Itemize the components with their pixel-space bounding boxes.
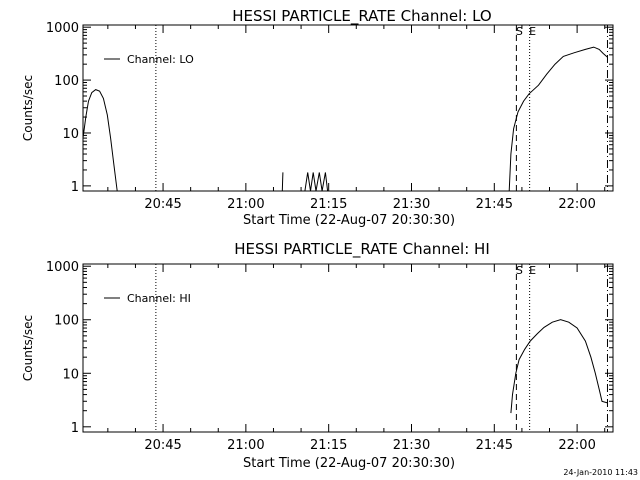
hi-marker-label: S [516, 264, 523, 277]
lo-x-tick-label: 21:15 [310, 197, 347, 212]
lo-chart-title: HESSI PARTICLE_RATE Channel: LO [232, 7, 491, 26]
lo-x-tick-label: 22:00 [558, 197, 595, 212]
hi-x-axis-label: Start Time (22-Aug-07 20:30:30) [243, 456, 455, 471]
lo-series-line [82, 89, 118, 192]
hi-y-axis-label: Counts/sec [21, 315, 35, 381]
lo-y-tick-label: 10 [62, 127, 79, 142]
hi-x-tick-label: 20:45 [144, 438, 181, 453]
generated-timestamp: 24-Jan-2010 11:43 [563, 468, 638, 477]
lo-plot-frame [82, 24, 614, 192]
hi-series-line [510, 319, 608, 414]
lo-x-axis-label: Start Time (22-Aug-07 20:30:30) [243, 213, 455, 228]
lo-axis-ticks: 20:45 21:00 21:15 21:30 21:45 22:00 1 10 100 1000 [46, 21, 613, 212]
lo-channel-panel: HESSI PARTICLE_RATE Channel: LO Start Ti… [21, 7, 614, 228]
lo-series-line [508, 46, 608, 192]
hi-axis-ticks: 20:45 21:00 21:15 21:30 21:45 22:00 1 10 100 1000 [46, 260, 613, 453]
hi-plot-frame [82, 263, 614, 433]
lo-marker-label: S [516, 25, 523, 38]
lo-y-tick-label: 1 [71, 180, 79, 195]
hi-chart-title: HESSI PARTICLE_RATE Channel: HI [234, 240, 490, 259]
hi-x-tick-label: 21:00 [227, 438, 264, 453]
hi-y-tick-label: 10 [62, 367, 79, 382]
lo-x-tick-label: 21:00 [227, 197, 264, 212]
hi-y-tick-label: 100 [54, 314, 79, 329]
hi-series [510, 319, 608, 414]
hi-x-tick-label: 21:15 [310, 438, 347, 453]
hi-legend-label: Channel: HI [127, 292, 191, 305]
hi-x-tick-label: 22:00 [558, 438, 595, 453]
lo-y-tick-label: 100 [54, 74, 79, 89]
lo-x-tick-label: 20:45 [144, 197, 181, 212]
lo-series-line [281, 172, 284, 192]
lo-x-tick-label: 21:30 [393, 197, 430, 212]
hi-y-tick-label: 1 [71, 421, 79, 436]
lo-x-tick-label: 21:45 [476, 197, 513, 212]
lo-marker-label: E [529, 25, 536, 38]
hi-channel-panel: HESSI PARTICLE_RATE Channel: HI Start Ti… [21, 240, 614, 471]
hi-y-tick-label: 1000 [46, 260, 79, 275]
lo-series-line [304, 172, 329, 192]
lo-y-tick-label: 1000 [46, 21, 79, 36]
hi-x-tick-label: 21:30 [393, 438, 430, 453]
lo-y-axis-label: Counts/sec [21, 75, 35, 141]
hi-x-tick-label: 21:45 [476, 438, 513, 453]
lo-legend-label: Channel: LO [127, 53, 194, 66]
hi-marker-label: E [529, 264, 536, 277]
lo-series [82, 46, 608, 192]
